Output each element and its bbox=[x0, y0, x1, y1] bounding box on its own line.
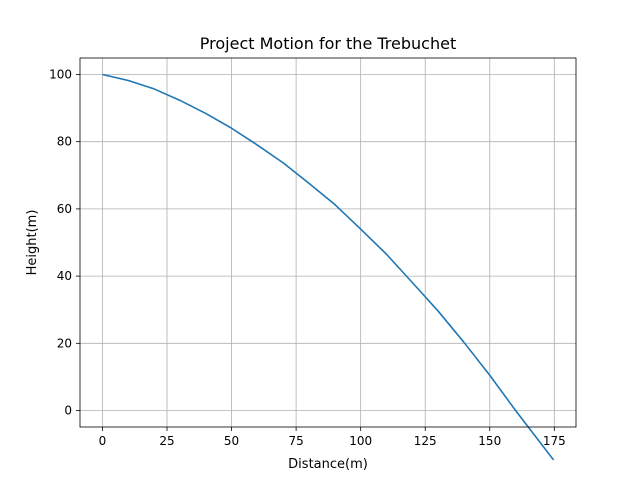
y-tick-label: 100 bbox=[49, 67, 72, 81]
ticks: 0 25 50 75 100 125 150 175 0 20 40 60 80 100 bbox=[49, 67, 566, 448]
y-tick-label: 0 bbox=[64, 404, 72, 418]
x-tick-label: 100 bbox=[349, 434, 372, 448]
x-tick-label: 0 bbox=[99, 434, 107, 448]
x-tick-label: 150 bbox=[478, 434, 501, 448]
x-tick-label: 50 bbox=[224, 434, 239, 448]
trajectory-line bbox=[102, 73, 555, 461]
axes-frame bbox=[79, 57, 577, 428]
series-layer bbox=[102, 73, 555, 461]
y-tick-label: 40 bbox=[57, 269, 72, 283]
grid bbox=[80, 58, 576, 427]
plot-area-background bbox=[80, 58, 576, 427]
x-tick-label: 25 bbox=[159, 434, 174, 448]
y-tick-label: 20 bbox=[57, 336, 72, 350]
x-tick-label: 175 bbox=[543, 434, 566, 448]
chart-title: Project Motion for the Trebuchet bbox=[200, 34, 456, 53]
y-tick-label: 80 bbox=[57, 135, 72, 149]
x-tick-label: 75 bbox=[288, 434, 303, 448]
y-tick-label: 60 bbox=[57, 202, 72, 216]
y-axis-label: Height(m) bbox=[25, 210, 40, 276]
x-tick-label: 125 bbox=[414, 434, 437, 448]
x-axis-label: Distance(m) bbox=[288, 457, 368, 472]
